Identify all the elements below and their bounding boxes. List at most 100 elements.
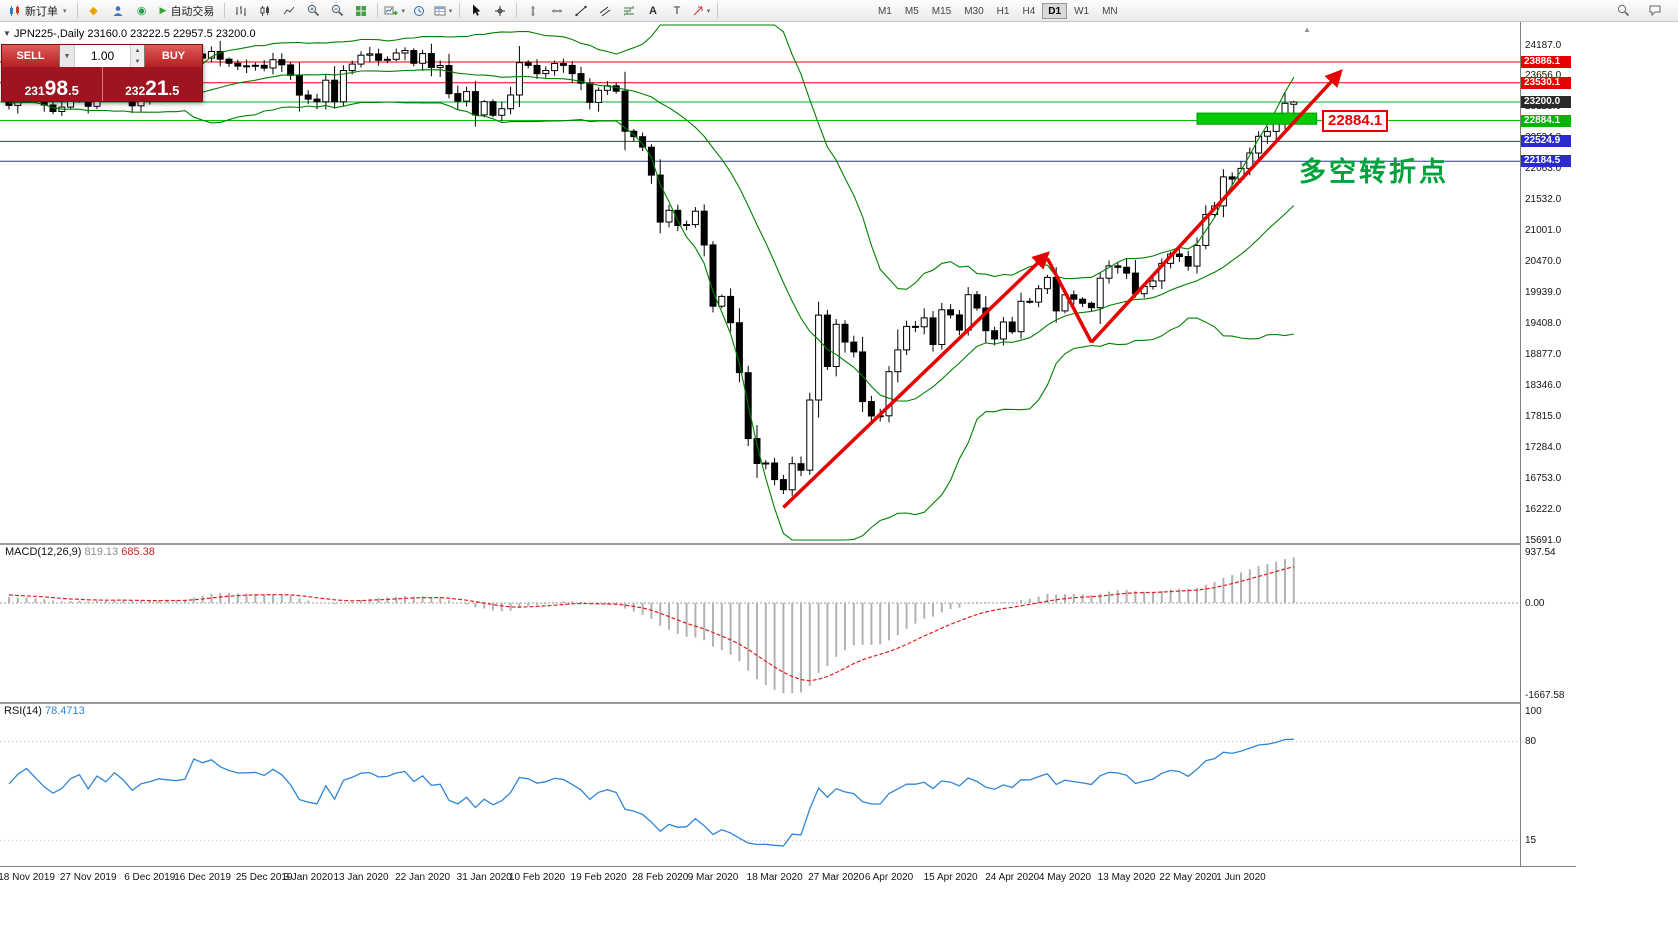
volume-decrease-icon[interactable]: ▼	[131, 56, 144, 67]
time-axis-label: 16 Dec 2019	[174, 872, 231, 883]
timeframe-button-D1[interactable]: D1	[1042, 2, 1068, 19]
turning-point-note[interactable]: 多空转折点	[1299, 157, 1449, 187]
timeframe-button-M5[interactable]: M5	[899, 3, 925, 19]
price-callout-label[interactable]: 22884.1	[1322, 110, 1389, 132]
volume-input[interactable]: 1.00	[90, 49, 115, 63]
trade-panel-collapse-icon[interactable]: ▼	[3, 29, 11, 38]
tile-windows-icon[interactable]	[349, 2, 373, 20]
chart-shift-marker[interactable]: ▲	[1303, 25, 1311, 34]
period-clock-icon[interactable]	[407, 2, 431, 20]
price-line-tag: 23200.0	[1521, 96, 1571, 108]
price-axis[interactable]: 24187.023656.023125.022594.022063.021532…	[1520, 22, 1577, 866]
chevron-down-icon: ▾	[63, 7, 67, 15]
timeframe-button-M15[interactable]: M15	[926, 3, 957, 19]
panel-resize-divider[interactable]	[0, 543, 1576, 545]
rsi-name: RSI(14)	[4, 705, 42, 717]
price-axis-label: 100	[1525, 706, 1542, 717]
timeframe-button-M30[interactable]: M30	[958, 3, 989, 19]
one-click-trading-panel: SELL ▼ 1.00 ▲ ▼ BUY 231 98.5 232 21.5	[1, 44, 203, 102]
time-axis-label: 13 Jan 2020	[333, 872, 389, 883]
rsi-indicator	[0, 738, 1520, 847]
chart-title: JPN225-,Daily 23160.0 23222.5 22957.5 23…	[14, 28, 256, 40]
price-line-tag: 23530.1	[1521, 76, 1571, 89]
time-axis-label: 15 Apr 2020	[923, 872, 978, 883]
community-user-icon[interactable]	[106, 2, 130, 20]
macd-indicator-label: MACD(12,26,9) 819.13 685.38	[5, 546, 155, 558]
templates-icon[interactable]: ▾	[431, 2, 455, 20]
time-axis-label: 1 Jun 2020	[1216, 872, 1266, 883]
volume-increase-icon[interactable]: ▲	[131, 45, 144, 56]
toolbar-separator	[458, 3, 460, 18]
price-axis-label: -1667.58	[1525, 689, 1565, 701]
new-order-label: 新订单	[25, 5, 58, 18]
timeframe-button-M1[interactable]: M1	[872, 3, 898, 19]
support-zone-rect[interactable]	[1196, 112, 1318, 125]
crosshair-icon[interactable]	[488, 2, 512, 20]
timeframe-button-W1[interactable]: W1	[1068, 3, 1095, 19]
text-tool-icon[interactable]: A	[648, 4, 657, 17]
time-axis-label: 13 May 2020	[1097, 872, 1156, 883]
trend-arrow[interactable]	[1045, 257, 1093, 344]
new-order-button[interactable]: 新订单 ▾	[3, 2, 73, 20]
bar-chart-mode-icon[interactable]	[229, 2, 253, 20]
sell-price-display[interactable]: 231 98.5	[24, 76, 79, 100]
vertical-line-tool-icon[interactable]	[521, 2, 545, 20]
rsi-value: 78.4713	[44, 705, 85, 717]
time-axis-label: 24 Apr 2020	[985, 872, 1040, 883]
toolbar-separator	[76, 3, 78, 18]
volume-dropdown-icon[interactable]: ▼	[60, 45, 75, 67]
fibonacci-tool-icon[interactable]	[617, 2, 641, 20]
time-axis-label: 18 Nov 2019	[0, 872, 55, 883]
time-axis-label: 27 Nov 2019	[59, 872, 117, 883]
timeframe-button-H4[interactable]: H4	[1016, 3, 1041, 19]
trend-arrow[interactable]	[782, 251, 1050, 509]
price-axis-label: 937.54	[1525, 546, 1556, 558]
price-line-tag: 22184.5	[1521, 155, 1571, 168]
timeframe-button-H1[interactable]: H1	[991, 3, 1016, 19]
cursor-icon[interactable]	[464, 2, 488, 20]
zoom-in-icon[interactable]	[301, 2, 325, 20]
horizontal-line-tool-icon[interactable]	[545, 2, 569, 20]
toolbar-separator	[224, 3, 226, 18]
channel-tool-icon[interactable]	[593, 2, 617, 20]
signals-icon[interactable]: ◉	[136, 5, 147, 17]
timeframe-toolbar: M1 M5 M15 M30 H1 H4 D1 W1 MN	[872, 2, 1124, 19]
time-axis[interactable]: 18 Nov 2019 27 Nov 2019 6 Dec 2019 16 Dec 2…	[0, 866, 1576, 893]
toolbar-separator	[377, 3, 379, 18]
buy-button[interactable]: BUY	[145, 45, 202, 67]
price-axis-label: 15691.0	[1525, 535, 1562, 546]
chevron-down-icon: ▾	[401, 7, 405, 15]
price-axis-label: 17815.0	[1525, 411, 1562, 423]
mql5-icon[interactable]: ◆	[89, 5, 98, 17]
price-axis-label: 24187.0	[1525, 39, 1562, 51]
candlestick-mode-icon[interactable]	[253, 2, 277, 20]
time-axis-label: 6 Apr 2020	[864, 872, 914, 883]
sell-button[interactable]: SELL	[2, 45, 59, 67]
macd-main-value: 819.13	[84, 546, 119, 558]
trendline-tool-icon[interactable]	[569, 2, 593, 20]
chevron-down-icon: ▾	[706, 7, 711, 15]
time-axis-label: 27 Mar 2020	[808, 872, 865, 883]
price-axis-label: 23656.0	[1525, 70, 1561, 81]
price-axis-label: 16753.0	[1525, 473, 1562, 485]
trend-arrow[interactable]	[1090, 69, 1343, 344]
price-line-tag: 22884.1	[1521, 114, 1571, 127]
arrows-tool-icon[interactable]: ▾	[689, 2, 713, 20]
price-axis-label: 17284.0	[1525, 442, 1562, 454]
time-axis-label: 18 Mar 2020	[746, 872, 803, 883]
time-axis-label: 9 Mar 2020	[687, 872, 739, 883]
time-axis-label: 3 Jan 2020	[283, 872, 333, 883]
zoom-out-icon[interactable]	[325, 2, 349, 20]
buy-price-display[interactable]: 232 21.5	[125, 76, 180, 100]
panel-resize-divider[interactable]	[0, 702, 1576, 704]
search-icon[interactable]	[1611, 2, 1635, 20]
autotrading-button[interactable]: ▶ 自动交易	[154, 2, 221, 20]
time-axis-label: 22 May 2020	[1159, 872, 1218, 883]
bollinger-bands[interactable]	[8, 24, 1295, 541]
chat-icon[interactable]	[1643, 2, 1667, 20]
line-chart-mode-icon[interactable]	[277, 2, 301, 20]
label-tool-icon[interactable]: T	[673, 4, 681, 17]
new-chart-icon[interactable]: ▾	[382, 2, 407, 20]
timeframe-button-MN[interactable]: MN	[1096, 3, 1124, 19]
